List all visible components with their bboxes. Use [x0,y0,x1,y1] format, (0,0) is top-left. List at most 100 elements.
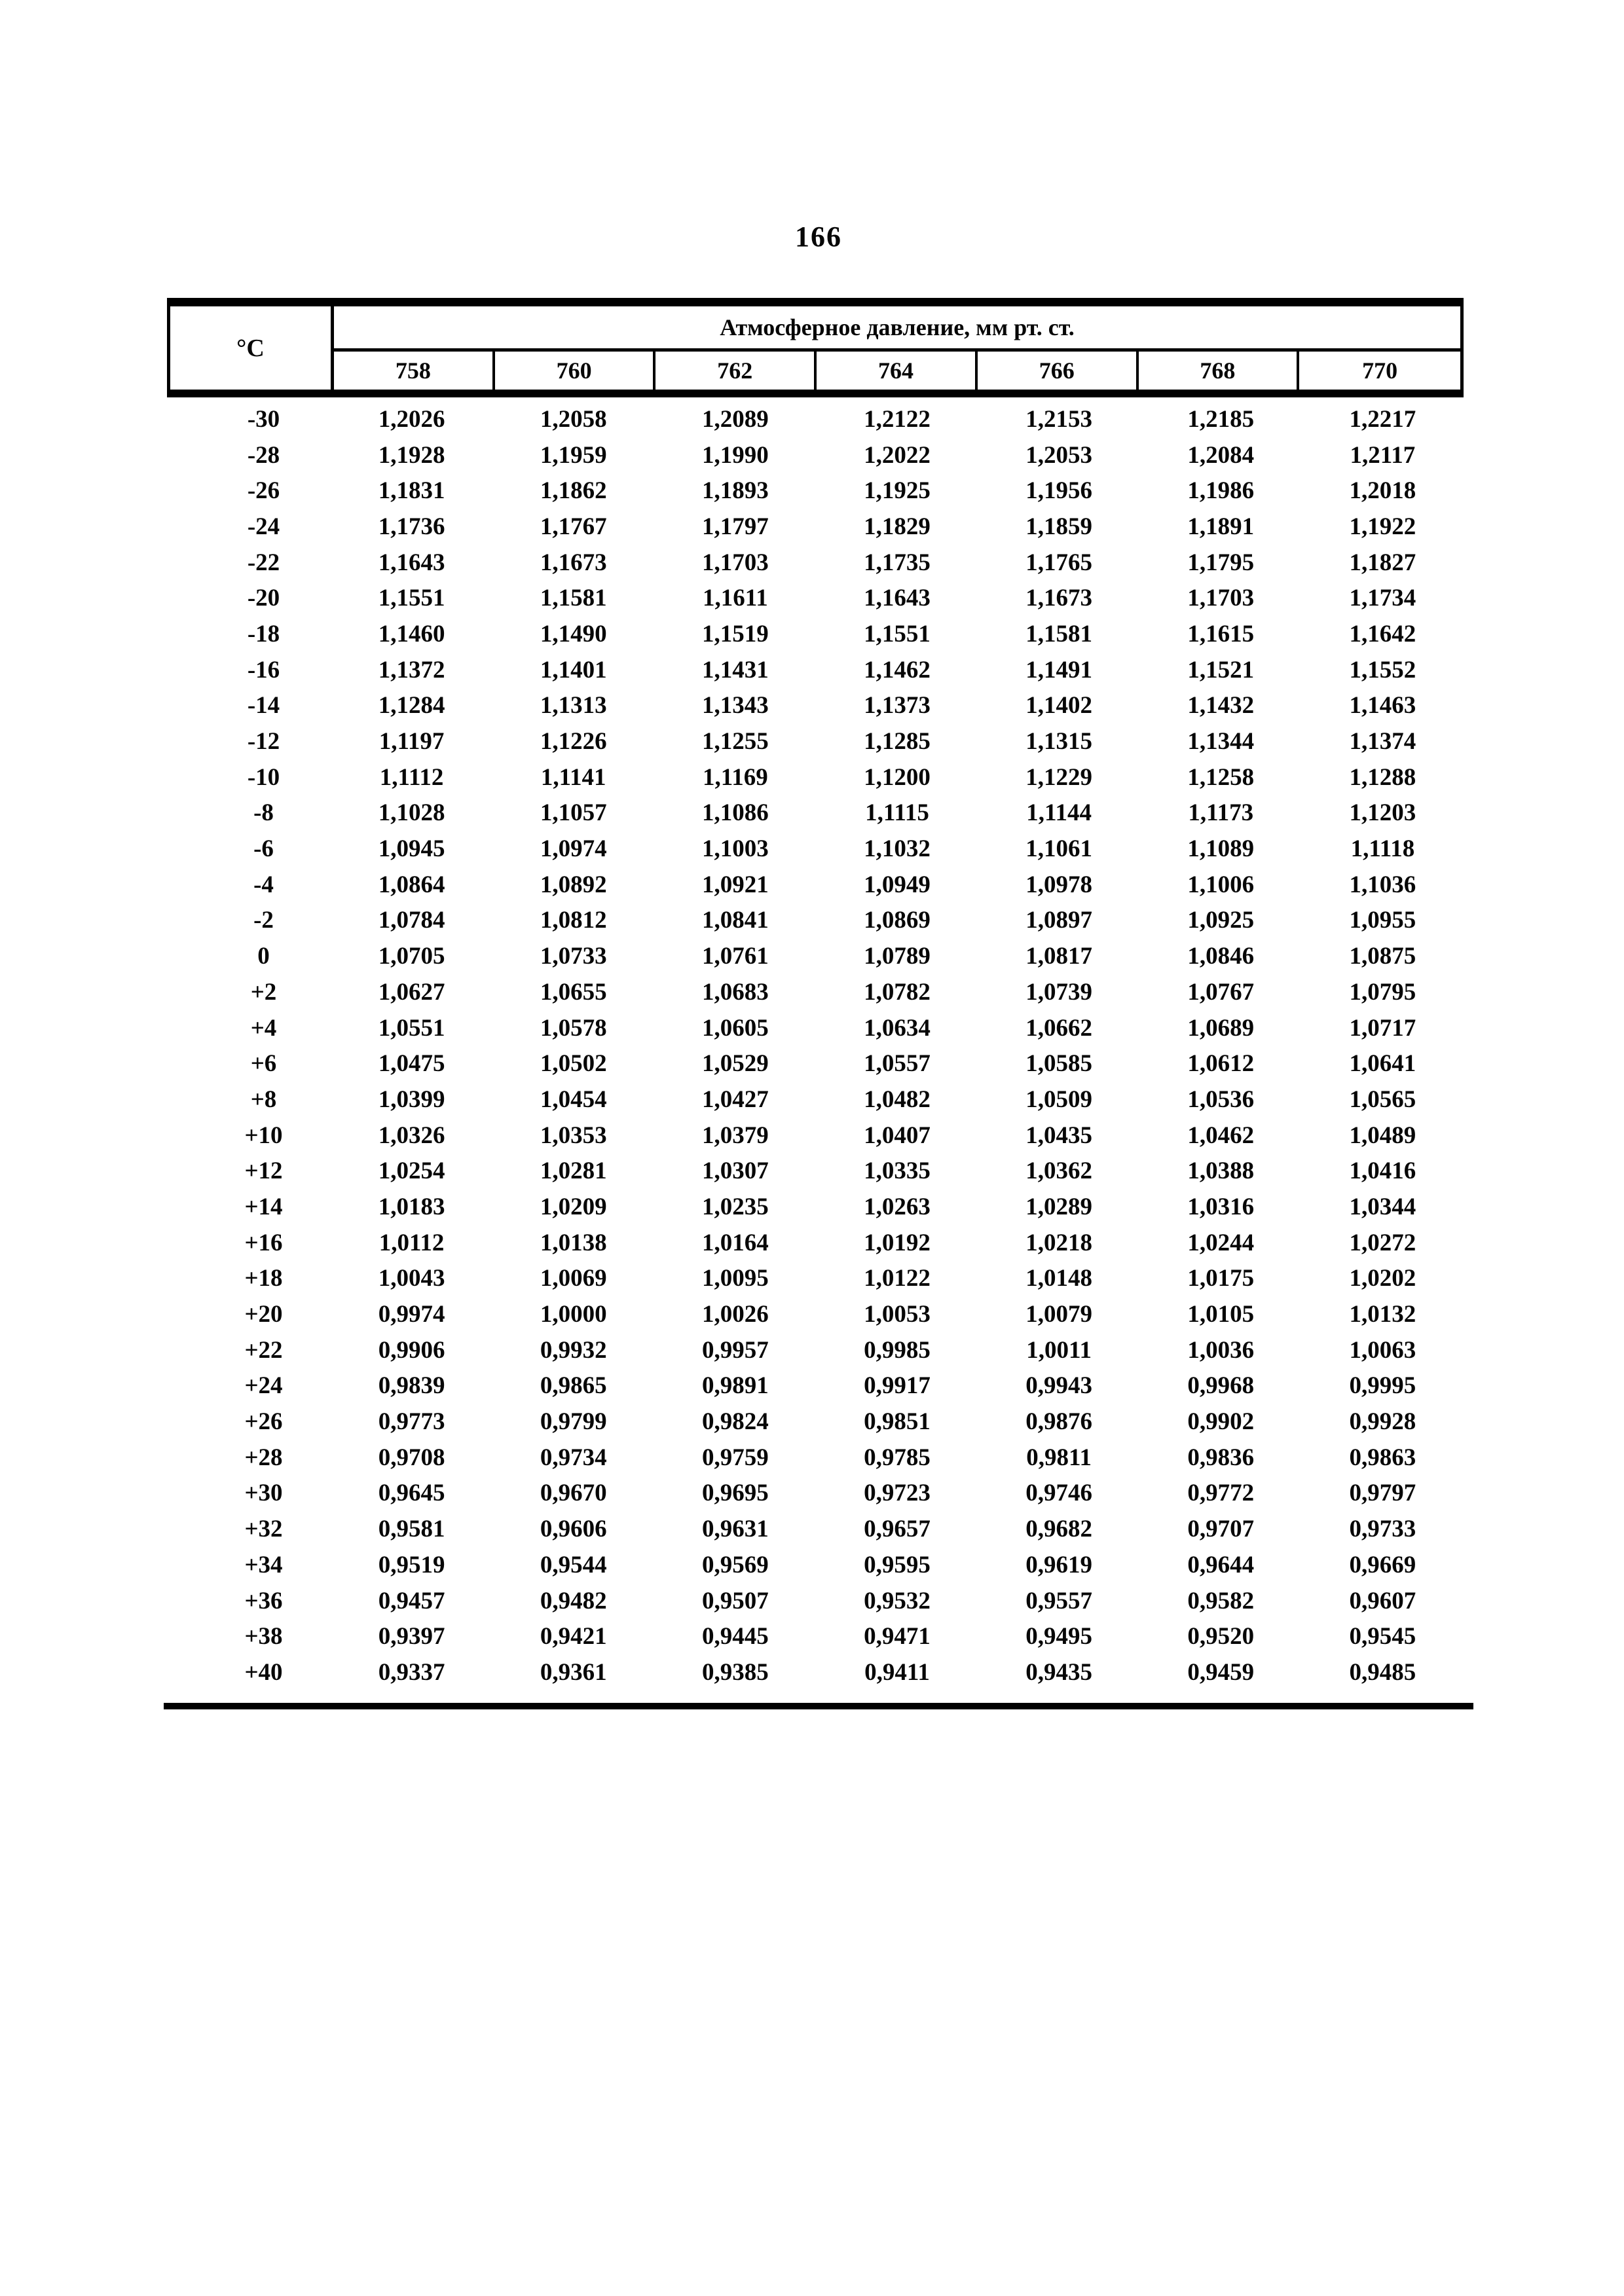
value-cell: 1,0399 [378,1085,445,1113]
table-row: +16 1,0112 1,0138 1,0164 1,0192 1,0218 1,0244 1… [167,1225,1464,1261]
value-cell: 1,1643 [864,585,931,612]
temp-cell: +2 [250,978,277,1006]
value-cell: 0,9865 [540,1372,607,1400]
value-cell: 1,0782 [864,978,931,1006]
table-row: +22 0,9906 0,9932 0,9957 0,9985 1,0011 1,0036 1… [167,1332,1464,1368]
temp-cell: +18 [244,1265,283,1292]
value-cell: 1,0605 [701,1014,769,1042]
value-cell: 1,1036 [1349,871,1416,898]
table-row: +14 1,0183 1,0209 1,0235 1,0263 1,0289 1,0316 1… [167,1189,1464,1225]
value-cell: 1,0235 [701,1193,769,1220]
temp-cell: -24 [247,513,280,540]
value-cell: 0,9902 [1187,1408,1255,1436]
value-cell: 1,0817 [1025,943,1092,970]
temp-cell: -16 [247,656,280,683]
value-cell: 1,0717 [1349,1014,1416,1042]
table-row: -26 1,1831 1,1862 1,1893 1,1925 1,1956 1,1986 1… [167,473,1464,509]
temp-cell: +34 [244,1551,283,1578]
value-cell: 0,9631 [701,1516,769,1543]
value-cell: 1,0784 [378,907,445,934]
table-row: -6 1,0945 1,0974 1,1003 1,1032 1,1061 1,1089 1,… [167,831,1464,867]
value-cell: 1,1581 [1025,620,1092,647]
value-cell: 0,9457 [378,1587,445,1614]
value-cell: 0,9773 [378,1408,445,1436]
value-cell: 0,9582 [1187,1587,1255,1614]
value-cell: 1,0112 [378,1229,445,1256]
value-cell: 1,0462 [1187,1121,1255,1149]
table-row: -16 1,1372 1,1401 1,1431 1,1462 1,1491 1,1521 1… [167,652,1464,688]
table-row: +18 1,0043 1,0069 1,0095 1,0122 1,0148 1,0175 1… [167,1261,1464,1297]
value-cell: 1,0875 [1349,943,1416,970]
value-cell: 1,1203 [1349,799,1416,827]
value-cell: 1,0416 [1349,1157,1416,1185]
table-row: +32 0,9581 0,9606 0,9631 0,9657 0,9682 0,9707 0… [167,1511,1464,1547]
table-row: -28 1,1928 1,1959 1,1990 1,2022 1,2053 1,2084 1… [167,437,1464,473]
value-cell: 1,0307 [701,1157,769,1185]
bottom-rule [164,1703,1473,1709]
value-cell: 1,0921 [701,871,769,898]
value-cell: 0,9723 [864,1480,931,1507]
value-cell: 1,1491 [1025,656,1092,683]
value-cell: 1,2058 [540,405,607,433]
value-cell: 1,1255 [701,728,769,756]
pressure-colhead: 770 [1362,357,1398,384]
table-row: -24 1,1736 1,1767 1,1797 1,1829 1,1859 1,1891 1… [167,509,1464,545]
temp-cell: -10 [247,763,280,791]
value-cell: 1,0254 [378,1157,445,1185]
value-cell: 1,0812 [540,907,607,934]
value-cell: 1,0202 [1349,1265,1416,1292]
value-cell: 0,9485 [1349,1658,1416,1686]
value-cell: 1,0739 [1025,978,1092,1006]
value-cell: 1,1003 [701,835,769,863]
value-cell: 1,1990 [701,441,769,469]
temp-column-header: °C [170,306,334,390]
value-cell: 0,9519 [378,1551,445,1578]
value-cell: 1,0272 [1349,1229,1416,1256]
value-cell: 0,9772 [1187,1480,1255,1507]
value-cell: 0,9669 [1349,1551,1416,1578]
value-cell: 0,9657 [864,1516,931,1543]
value-cell: 1,0326 [378,1121,445,1149]
value-cell: 1,2117 [1350,441,1416,469]
value-cell: 1,1200 [864,763,931,791]
value-cell: 1,0053 [864,1301,931,1328]
value-cell: 0,9682 [1025,1516,1092,1543]
value-cell: 1,1431 [701,656,769,683]
value-cell: 1,0627 [378,978,445,1006]
value-cell: 1,0509 [1025,1085,1092,1113]
value-cell: 1,0036 [1187,1336,1255,1364]
value-cell: 1,1734 [1349,585,1416,612]
value-cell: 1,0175 [1187,1265,1255,1292]
value-cell: 1,1956 [1025,477,1092,505]
value-cell: 1,0000 [540,1301,607,1328]
value-cell: 1,0122 [864,1265,931,1292]
value-cell: 1,1615 [1187,620,1255,647]
value-cell: 0,9606 [540,1516,607,1543]
value-cell: 1,0069 [540,1265,607,1292]
temp-cell: -20 [247,585,280,612]
temp-cell: +38 [244,1623,283,1650]
value-cell: 1,0407 [864,1121,931,1149]
value-cell: 1,1032 [864,835,931,863]
value-cell: 1,1343 [701,692,769,720]
value-cell: 1,0974 [540,835,607,863]
value-cell: 1,0612 [1187,1050,1255,1078]
value-cell: 0,9557 [1025,1587,1092,1614]
value-cell: 1,1258 [1187,763,1255,791]
value-cell: 0,9943 [1025,1372,1092,1400]
value-cell: 1,1703 [701,549,769,576]
value-cell: 1,1372 [378,656,445,683]
value-cell: 1,2185 [1187,405,1255,433]
value-cell: 1,0955 [1349,907,1416,934]
value-cell: 1,0026 [701,1301,769,1328]
table-row: +10 1,0326 1,0353 1,0379 1,0407 1,0435 1,0462 1… [167,1118,1464,1154]
value-cell: 1,1285 [864,728,931,756]
value-cell: 0,9532 [864,1587,931,1614]
value-cell: 1,0655 [540,978,607,1006]
temp-cell: +10 [244,1121,283,1149]
value-cell: 1,1859 [1025,513,1092,540]
table-row: +28 0,9708 0,9734 0,9759 0,9785 0,9811 0,9836 0… [167,1440,1464,1476]
value-cell: 0,9839 [378,1372,445,1400]
value-cell: 1,0585 [1025,1050,1092,1078]
table-row: +38 0,9397 0,9421 0,9445 0,9471 0,9495 0,9520 0… [167,1618,1464,1654]
